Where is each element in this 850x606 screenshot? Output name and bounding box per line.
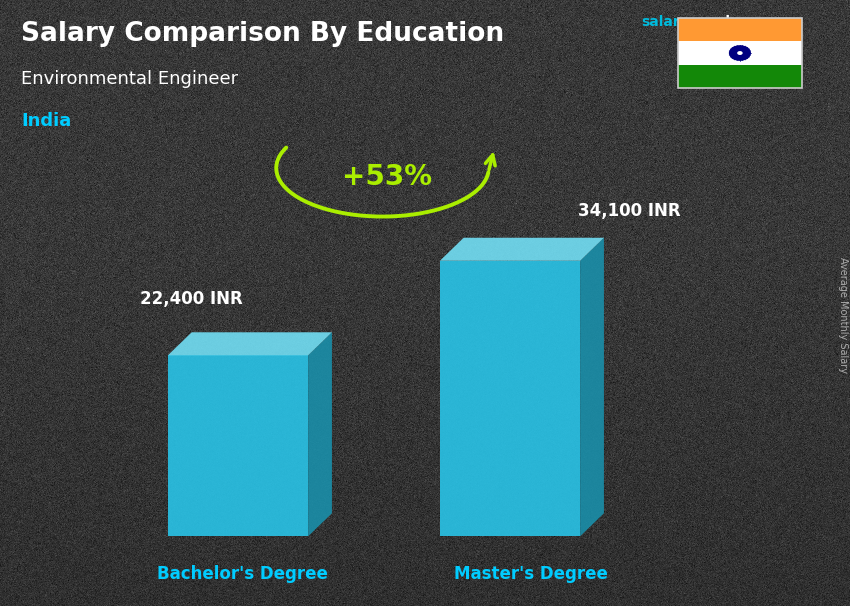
Text: India: India	[21, 112, 71, 130]
Bar	[678, 41, 802, 65]
Bar	[678, 18, 802, 88]
Text: Environmental Engineer: Environmental Engineer	[21, 70, 238, 88]
Bar	[678, 18, 802, 41]
Circle shape	[728, 45, 751, 61]
Text: 34,100 INR: 34,100 INR	[578, 202, 680, 219]
Polygon shape	[580, 238, 604, 536]
Text: Salary Comparison By Education: Salary Comparison By Education	[21, 21, 504, 47]
Text: .com: .com	[765, 15, 802, 29]
Polygon shape	[309, 332, 332, 536]
Polygon shape	[439, 238, 604, 261]
Polygon shape	[167, 332, 332, 355]
Text: explorer: explorer	[697, 15, 763, 29]
Polygon shape	[167, 355, 309, 536]
Text: Average Monthly Salary: Average Monthly Salary	[838, 257, 848, 373]
Circle shape	[737, 51, 743, 55]
Text: Bachelor's Degree: Bachelor's Degree	[156, 565, 328, 584]
Text: 22,400 INR: 22,400 INR	[140, 290, 242, 308]
Bar	[678, 65, 802, 88]
Text: +53%: +53%	[342, 163, 432, 191]
Text: salary: salary	[642, 15, 689, 29]
Polygon shape	[439, 261, 580, 536]
Text: Master's Degree: Master's Degree	[454, 565, 609, 584]
